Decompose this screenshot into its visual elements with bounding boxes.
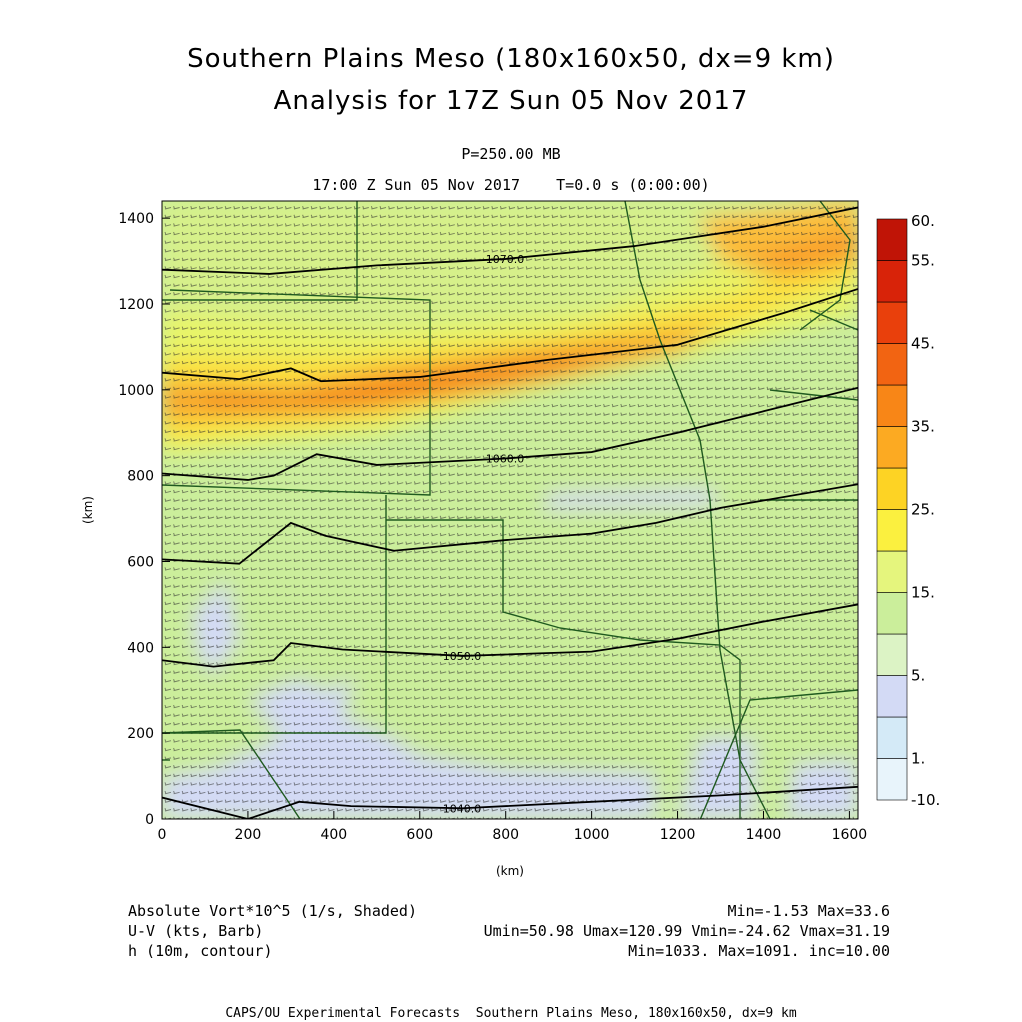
- stats-contour: Min=1033. Max=1091. inc=10.00: [628, 942, 890, 960]
- colorbar: 60. 55. 45. 35. 25. 15. 5. 1. -10.: [876, 212, 940, 809]
- y-tick-label: 1400: [118, 211, 154, 227]
- x-tick-label: 200: [235, 827, 262, 843]
- stats-barb: Umin=50.98 Umax=120.99 Vmin=-24.62 Vmax=…: [483, 922, 890, 940]
- colorbar-swatch: [876, 509, 908, 552]
- state-boundary: [624, 201, 721, 651]
- y-tick-label: 1200: [118, 297, 154, 313]
- state-boundary: [699, 689, 858, 819]
- x-axis-label: (km): [496, 864, 524, 878]
- colorbar-label: 55.: [911, 252, 935, 270]
- contour-line: [162, 288, 858, 383]
- time-line: 17:00 Z Sun 05 Nov 2017 T=0.0 s (0:00:00…: [312, 176, 710, 194]
- x-tick-label: 400: [320, 827, 347, 843]
- contour-line: [162, 386, 858, 481]
- contour-label: 1050.0: [443, 650, 482, 663]
- colorbar-swatch: [876, 592, 908, 635]
- contour-line: [162, 206, 858, 275]
- height-contours: [162, 206, 858, 819]
- contour-line: [162, 483, 858, 565]
- colorbar-label: -10.: [911, 791, 940, 809]
- y-tick-label: 600: [127, 555, 154, 571]
- pressure-level: P=250.00 MB: [461, 145, 561, 163]
- shaded-field: 1040.0 1050.0 1060.0 1070.0: [162, 201, 858, 819]
- title-line-1: Southern Plains Meso (180x160x50, dx=9 k…: [187, 44, 835, 74]
- x-tick-label: 800: [492, 827, 519, 843]
- state-boundary: [809, 309, 858, 331]
- colorbar-label: 60.: [911, 212, 935, 230]
- colorbar-swatch: [876, 467, 908, 510]
- patch-mid: [540, 488, 721, 510]
- colorbar-swatch: [876, 758, 908, 801]
- colorbar-label: 45.: [911, 335, 935, 353]
- contour-label: 1040.0: [443, 802, 482, 815]
- state-boundary: [162, 729, 301, 819]
- x-tick-label: 0: [158, 827, 167, 843]
- colorbar-swatch: [876, 550, 908, 593]
- x-tick-label: 1400: [746, 827, 782, 843]
- x-tick-label: 1000: [574, 827, 610, 843]
- y-tick-label: 1000: [118, 383, 154, 399]
- contour-label: 1070.0: [486, 253, 525, 266]
- wind-barbs: [164, 206, 858, 819]
- y-tick-label: 200: [127, 726, 154, 742]
- legend-shaded: Absolute Vort*10^5 (1/s, Shaded): [128, 902, 417, 920]
- colorbar-swatch: [876, 260, 908, 303]
- axes: 0 200 400 600 800 1000 1200 1400 1600 0 200 400 600 8…: [81, 211, 867, 878]
- colorbar-label: 35.: [911, 418, 935, 436]
- colorbar-swatch: [876, 426, 908, 469]
- colorbar-label: 15.: [911, 584, 935, 602]
- colorbar-swatch: [876, 301, 908, 344]
- colorbar-swatch: [876, 218, 908, 261]
- stats-shaded: Min=-1.53 Max=33.6: [727, 902, 890, 920]
- state-boundary: [162, 289, 431, 496]
- title-line-2: Analysis for 17Z Sun 05 Nov 2017: [273, 86, 749, 116]
- state-boundary: [769, 389, 858, 401]
- state-boundary: [799, 201, 851, 331]
- y-axis-label: (km): [81, 496, 95, 524]
- state-boundary: [386, 519, 741, 819]
- footer: CAPS/OU Experimental Forecasts Southern …: [225, 1006, 797, 1021]
- x-tick-label: 600: [406, 827, 433, 843]
- contour-label: 1060.0: [486, 453, 525, 466]
- colorbar-label: 1.: [911, 750, 925, 768]
- colorbar-swatch: [876, 343, 908, 386]
- colorbar-swatch: [876, 384, 908, 427]
- state-boundary: [162, 201, 358, 301]
- contour-line: [162, 785, 858, 819]
- y-tick-label: 800: [127, 469, 154, 485]
- colorbar-swatch: [876, 633, 908, 676]
- state-boundaries: [162, 201, 858, 819]
- legend-barb: U-V (kts, Barb): [128, 922, 264, 940]
- x-tick-label: 1200: [660, 827, 696, 843]
- x-tick-label: 1600: [832, 827, 868, 843]
- state-boundary: [162, 495, 387, 734]
- contour-line: [162, 603, 858, 668]
- state-boundary: [719, 649, 771, 819]
- patch-se: [677, 737, 755, 819]
- plot-frame: [161, 200, 859, 820]
- colorbar-swatch: [876, 675, 908, 718]
- colorbar-label: 25.: [911, 501, 935, 519]
- colorbar-swatch: [876, 716, 908, 759]
- colorbar-label: 5.: [911, 667, 925, 685]
- y-tick-label: 400: [127, 640, 154, 656]
- patch-sw: [247, 677, 356, 734]
- y-tick-label: 0: [145, 812, 154, 828]
- legend-contour: h (10m, contour): [128, 942, 273, 960]
